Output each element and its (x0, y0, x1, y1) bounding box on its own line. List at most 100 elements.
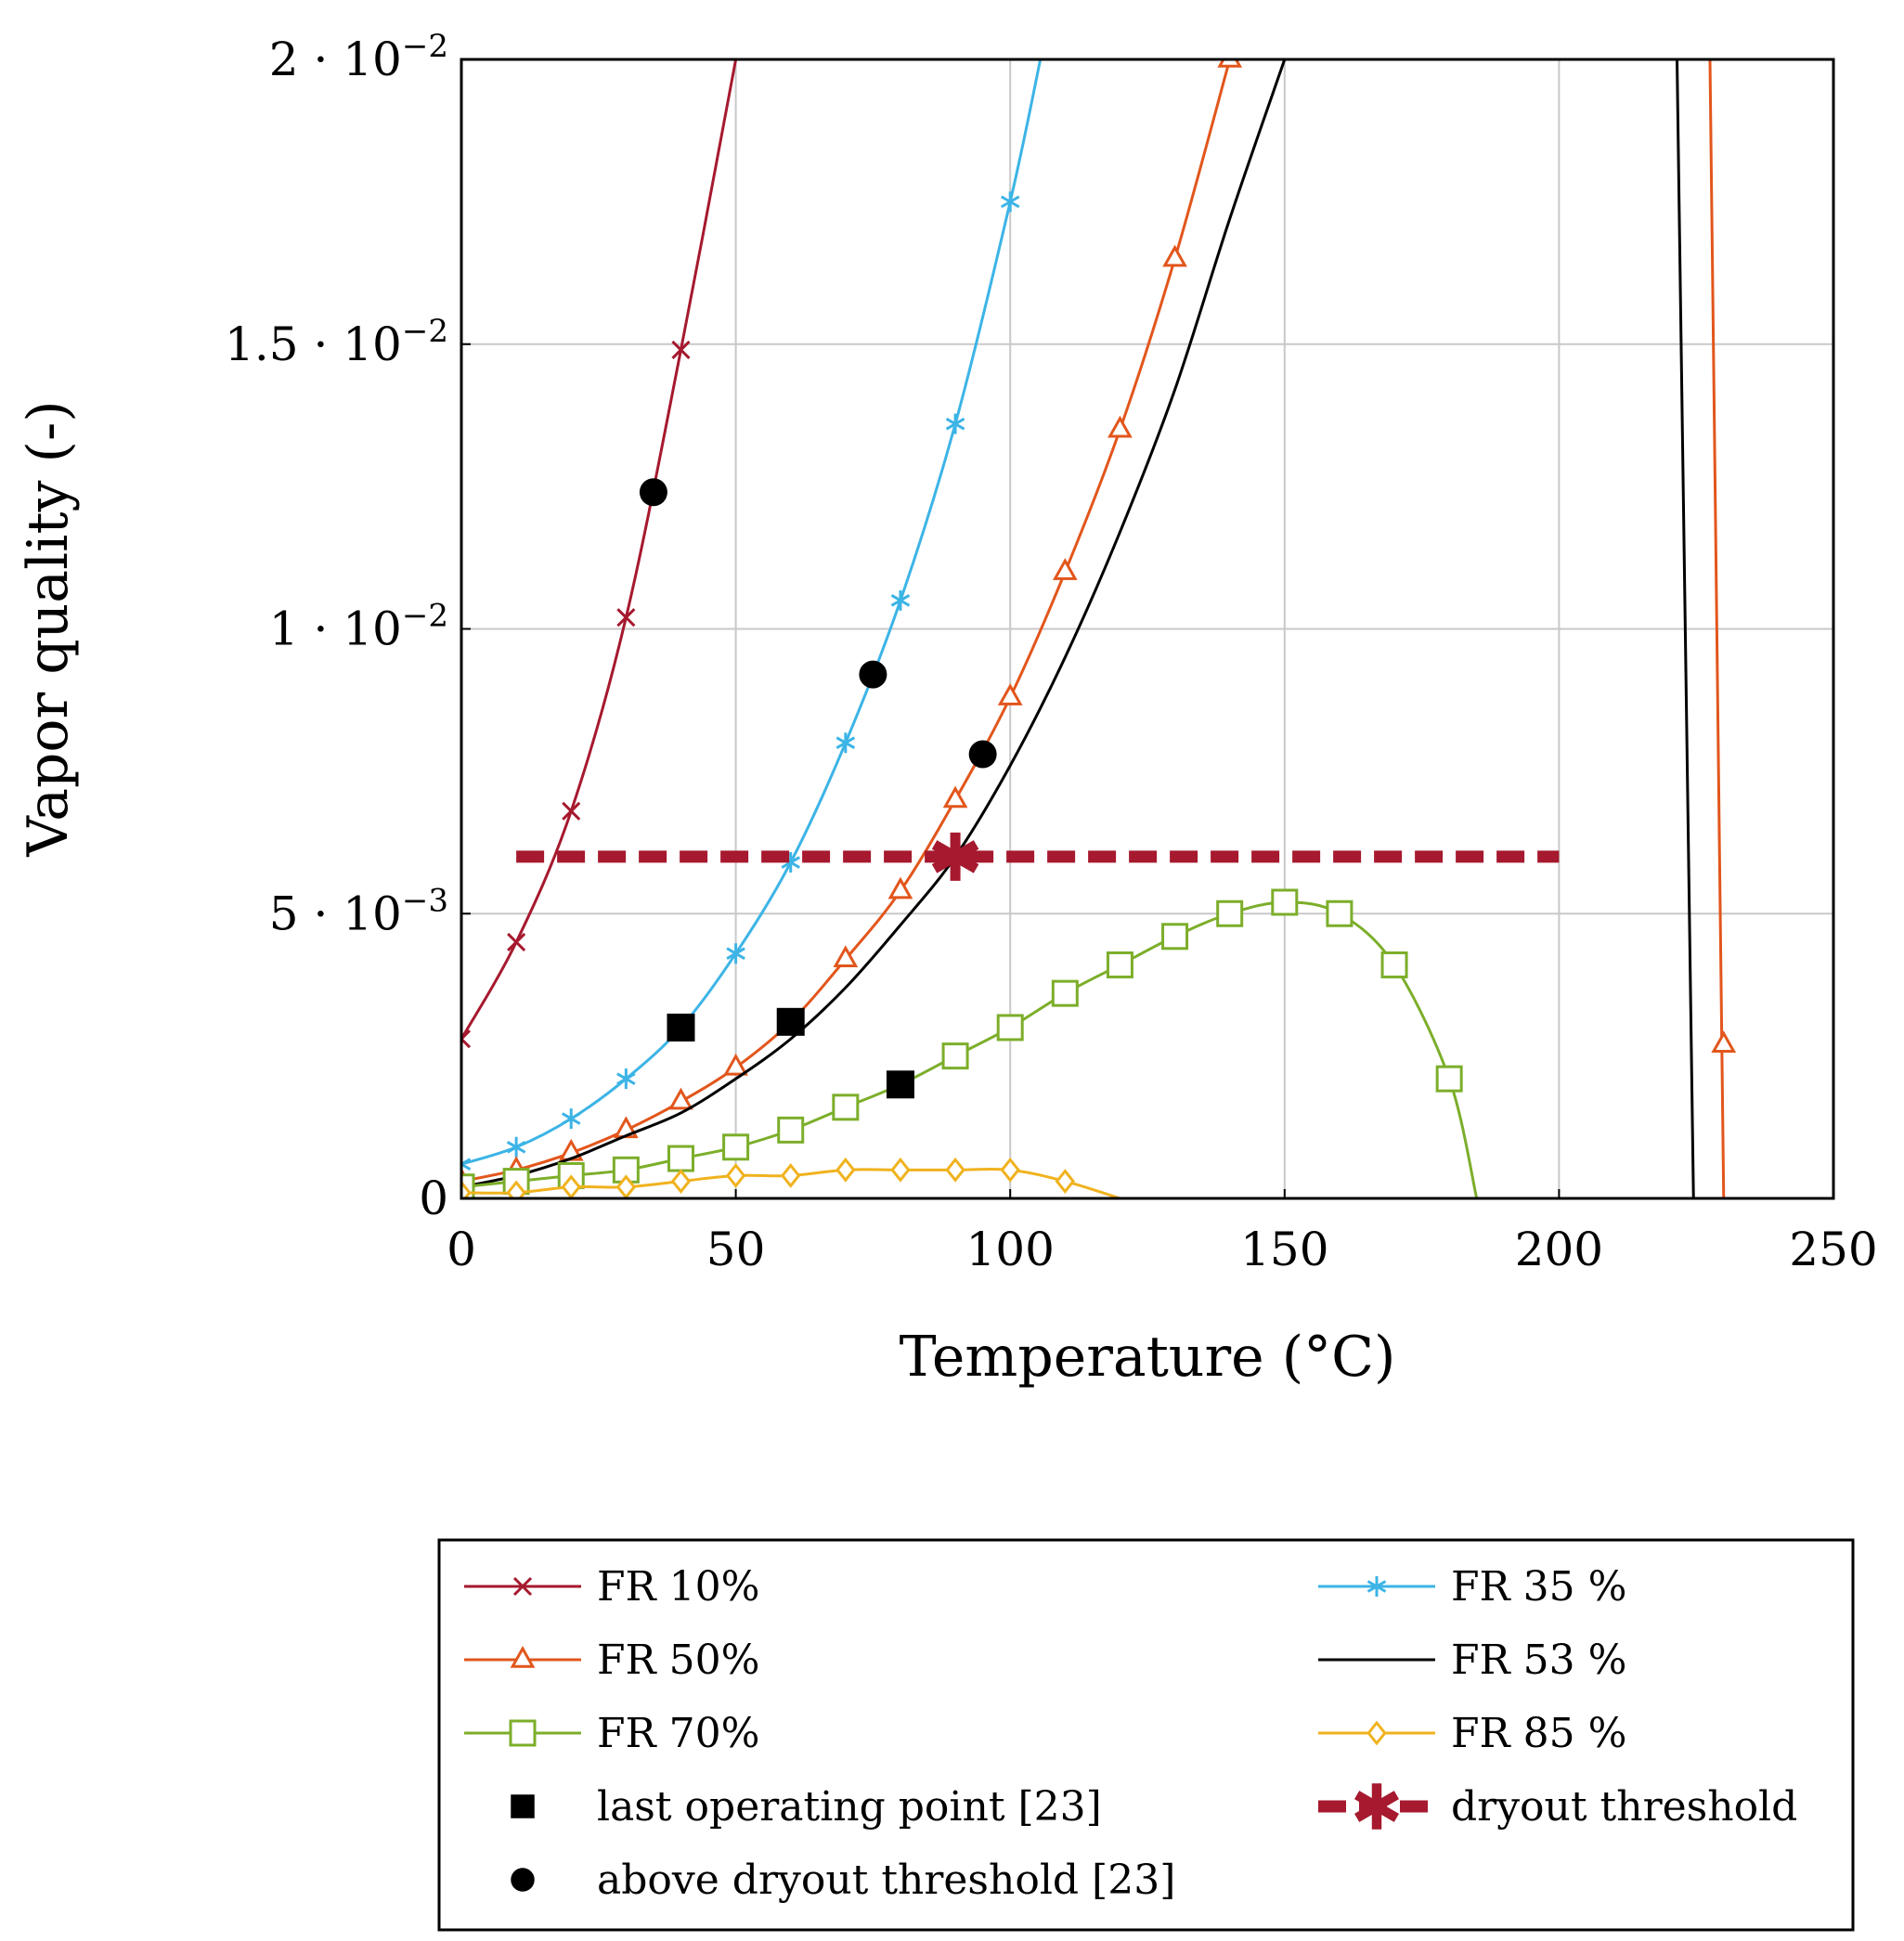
data-point-fr-70 (667, 1145, 694, 1172)
data-point-fr-85 (461, 1180, 472, 1198)
data-point-fr-35 (461, 1154, 472, 1175)
x-axis-ticks: 0 50 100 150 200 250 (447, 1189, 1878, 1276)
legend-item: FR 53 % (1318, 1637, 1626, 1684)
data-point-fr-10 (616, 608, 636, 628)
data-point-fr-70 (1216, 899, 1244, 927)
data-point-fr-70 (1106, 951, 1133, 978)
series-line-fr-50-high (1708, 59, 1726, 1198)
legend-label: FR 10% (597, 1563, 759, 1611)
legend-item: FR 35 % (1318, 1563, 1626, 1611)
point-last-operating-point-23 (776, 1007, 805, 1036)
legend-box (437, 1538, 1855, 1932)
legend-label: last operating point [23] (597, 1783, 1102, 1831)
data-point-fr-50 (942, 785, 968, 809)
x-tick-label: 200 (1515, 1223, 1603, 1276)
data-point-fr-35 (890, 589, 911, 611)
legend-label: above dryout threshold [23] (597, 1857, 1175, 1904)
data-point-fr-10 (507, 932, 526, 951)
data-point-fr-50 (997, 683, 1023, 705)
x-tick-label: 50 (706, 1223, 766, 1276)
data-point-fr-70 (722, 1133, 750, 1161)
legend: FR 10% FR 35 % FR 50% FR 53 % FR 70% FR 85 % l… (464, 1563, 1797, 1904)
data-point-fr-70 (996, 1014, 1024, 1042)
point-last-operating-point-23 (667, 1013, 695, 1042)
y-tick-label: 2 · 10−2 (269, 28, 448, 86)
data-point-fr-50 (723, 1053, 748, 1076)
legend-swatch-marker (511, 1794, 535, 1818)
legend-item: FR 10% (464, 1563, 759, 1611)
legend-label: FR 35 % (1451, 1563, 1626, 1611)
legend-swatch-marker (511, 1868, 535, 1892)
data-point-fr-50 (1217, 59, 1243, 68)
data-point-fr-70 (1161, 923, 1189, 951)
x-axis-label: Temperature (°C) (900, 1325, 1396, 1390)
data-point-fr-35 (726, 943, 745, 964)
legend-label: FR 85 % (1451, 1710, 1626, 1757)
data-point-fr-70 (612, 1156, 640, 1184)
data-point-fr-70 (1380, 951, 1408, 978)
legend-item: dryout threshold (1318, 1783, 1797, 1831)
y-tick-label: 5 · 10−3 (269, 882, 448, 940)
legend-item: FR 85 % (1318, 1710, 1626, 1757)
data-point-fr-35 (835, 732, 856, 754)
series-line-fr-50 (461, 59, 1232, 1184)
y-axis-ticks: 0 5 · 10−3 1 · 10−2 1.5 · 10−2 2 · 10−2 (225, 28, 471, 1225)
data-point-fr-35 (1000, 191, 1020, 213)
point-last-operating-point-23 (886, 1070, 914, 1099)
legend-label: FR 50% (597, 1637, 759, 1684)
data-point-fr-50 (1052, 558, 1078, 580)
legend-label: dryout threshold (1451, 1783, 1797, 1831)
data-point-fr-85 (835, 1157, 856, 1183)
series-line-fr-53-high (1676, 59, 1695, 1198)
data-point-fr-35 (561, 1108, 581, 1130)
y-axis-label: Vapor quality (-) (16, 400, 81, 857)
legend-item: FR 50% (464, 1637, 759, 1684)
y-tick-label: 0 (419, 1171, 448, 1225)
data-point-fr-50 (833, 945, 859, 968)
legend-item: FR 70% (464, 1710, 759, 1757)
dryout-threshold-star (931, 832, 979, 881)
data-point-fr-35 (506, 1136, 526, 1158)
data-point-fr-50 (1711, 1030, 1737, 1054)
data-point-fr-85 (670, 1169, 692, 1194)
data-point-fr-85 (506, 1180, 526, 1198)
legend-label: FR 70% (597, 1710, 759, 1757)
legend-item: above dryout threshold [23] (511, 1857, 1175, 1904)
legend-label: FR 53 % (1451, 1637, 1626, 1684)
series-line-fr-35 (461, 59, 1043, 1166)
data-point-fr-70 (777, 1116, 805, 1144)
legend-swatch-marker (1366, 1576, 1387, 1597)
data-point-fr-85 (1055, 1169, 1076, 1194)
data-point-fr-50 (668, 1087, 693, 1110)
data-point-fr-70 (832, 1093, 860, 1121)
data-point-fr-50 (1162, 244, 1187, 267)
data-point-fr-50 (887, 876, 913, 899)
legend-swatch-marker (510, 1645, 536, 1668)
y-tick-label: 1.5 · 10−2 (225, 313, 448, 371)
data-point-fr-35 (616, 1068, 636, 1090)
data-point-fr-85 (780, 1163, 801, 1188)
x-tick-label: 100 (965, 1223, 1054, 1276)
series-line-fr-70 (461, 900, 1479, 1198)
series-line-fr-10 (461, 59, 738, 1040)
data-point-fr-85 (1000, 1157, 1020, 1183)
y-tick-label: 1 · 10−2 (269, 598, 448, 656)
point-above-dryout-threshold-23 (968, 740, 997, 769)
legend-swatch-marker (1366, 1720, 1387, 1746)
data-point-fr-70 (1435, 1065, 1463, 1093)
series-line-fr-53 (461, 59, 1287, 1189)
data-point-fr-85 (725, 1163, 746, 1188)
data-point-fr-35 (945, 413, 965, 434)
data-point-fr-10 (671, 340, 691, 359)
plot-area (461, 59, 1737, 1198)
point-above-dryout-threshold-23 (639, 478, 667, 507)
legend-item: last operating point [23] (511, 1783, 1102, 1831)
legend-swatch-marker (512, 1576, 533, 1597)
legend-swatch-marker (509, 1719, 537, 1747)
x-tick-label: 150 (1240, 1223, 1328, 1276)
data-point-fr-10 (461, 1029, 472, 1049)
data-point-fr-85 (890, 1157, 911, 1183)
data-point-fr-85 (945, 1157, 965, 1183)
data-point-fr-70 (1326, 899, 1354, 927)
